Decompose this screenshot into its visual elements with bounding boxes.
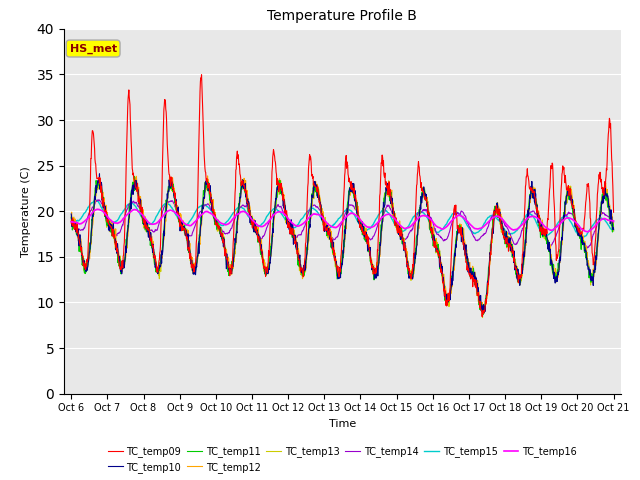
TC_temp15	[188, 216, 195, 222]
TC_temp09	[67, 220, 75, 226]
TC_temp13	[563, 195, 570, 201]
TC_temp14	[67, 215, 75, 221]
TC_temp11	[479, 312, 487, 318]
TC_temp09	[280, 205, 288, 211]
TC_temp09	[478, 314, 486, 320]
TC_temp12	[294, 240, 301, 246]
TC_temp15	[67, 218, 75, 224]
TC_temp14	[95, 197, 102, 203]
TC_temp16	[67, 219, 75, 225]
TC_temp14	[562, 211, 570, 217]
TC_temp16	[584, 229, 591, 235]
TC_temp10	[563, 199, 570, 204]
TC_temp14	[584, 245, 591, 251]
TC_temp13	[131, 175, 138, 181]
TC_temp10	[426, 215, 434, 221]
TC_temp16	[93, 206, 101, 212]
TC_temp16	[280, 211, 288, 217]
TC_temp14	[294, 233, 301, 239]
TC_temp11	[294, 250, 301, 255]
TC_temp10	[95, 171, 103, 177]
TC_temp11	[280, 206, 288, 212]
Text: HS_met: HS_met	[70, 43, 116, 54]
TC_temp11	[188, 260, 195, 266]
TC_temp14	[515, 236, 523, 241]
TC_temp12	[188, 261, 195, 267]
TC_temp09	[563, 181, 570, 187]
TC_temp15	[91, 197, 99, 203]
Line: TC_temp13: TC_temp13	[71, 178, 614, 318]
TC_temp15	[610, 228, 618, 234]
Legend: TC_temp09, TC_temp10, TC_temp11, TC_temp12, TC_temp13, TC_temp14, TC_temp15, TC_: TC_temp09, TC_temp10, TC_temp11, TC_temp…	[104, 442, 580, 477]
TC_temp15	[562, 213, 570, 219]
TC_temp09	[294, 248, 301, 253]
TC_temp11	[131, 174, 138, 180]
TC_temp09	[198, 72, 205, 78]
TC_temp16	[562, 216, 570, 221]
TC_temp09	[426, 219, 434, 225]
Line: TC_temp16: TC_temp16	[71, 209, 614, 232]
TC_temp14	[426, 215, 434, 220]
TC_temp13	[610, 227, 618, 232]
TC_temp13	[294, 257, 301, 263]
TC_temp12	[516, 276, 524, 282]
TC_temp14	[280, 212, 288, 217]
Line: TC_temp12: TC_temp12	[71, 176, 614, 312]
TC_temp10	[480, 310, 488, 316]
TC_temp11	[426, 220, 434, 226]
TC_temp12	[563, 196, 570, 202]
TC_temp15	[515, 225, 523, 230]
Line: TC_temp09: TC_temp09	[71, 75, 614, 317]
TC_temp10	[280, 197, 288, 203]
TC_temp12	[426, 217, 434, 223]
TC_temp13	[188, 263, 195, 269]
TC_temp11	[516, 279, 524, 285]
TC_temp12	[480, 310, 488, 315]
TC_temp10	[67, 211, 75, 217]
TC_temp14	[188, 233, 195, 239]
TC_temp09	[187, 255, 195, 261]
TC_temp12	[67, 217, 75, 223]
TC_temp11	[563, 193, 570, 199]
TC_temp10	[516, 277, 524, 283]
TC_temp15	[426, 220, 434, 226]
Line: TC_temp11: TC_temp11	[71, 177, 614, 315]
TC_temp09	[516, 276, 524, 281]
Title: Temperature Profile B: Temperature Profile B	[268, 10, 417, 24]
TC_temp13	[67, 219, 75, 225]
TC_temp13	[516, 274, 524, 279]
TC_temp13	[426, 216, 434, 222]
TC_temp16	[426, 216, 434, 221]
TC_temp15	[280, 215, 288, 221]
TC_temp16	[610, 218, 618, 224]
TC_temp10	[610, 227, 618, 232]
TC_temp15	[294, 222, 301, 228]
TC_temp12	[280, 201, 288, 207]
TC_temp13	[280, 196, 288, 202]
TC_temp12	[610, 224, 618, 230]
TC_temp15	[579, 235, 586, 241]
TC_temp09	[610, 209, 618, 215]
Y-axis label: Temperature (C): Temperature (C)	[21, 166, 31, 257]
TC_temp14	[610, 219, 618, 225]
TC_temp10	[294, 251, 301, 257]
Line: TC_temp14: TC_temp14	[71, 200, 614, 248]
TC_temp16	[294, 223, 301, 229]
Line: TC_temp10: TC_temp10	[71, 174, 614, 313]
TC_temp13	[479, 315, 486, 321]
TC_temp11	[67, 214, 75, 220]
TC_temp16	[188, 222, 195, 228]
TC_temp12	[166, 173, 173, 179]
Line: TC_temp15: TC_temp15	[71, 200, 614, 238]
TC_temp10	[188, 260, 195, 265]
TC_temp16	[515, 225, 523, 231]
X-axis label: Time: Time	[329, 419, 356, 429]
TC_temp11	[610, 226, 618, 231]
